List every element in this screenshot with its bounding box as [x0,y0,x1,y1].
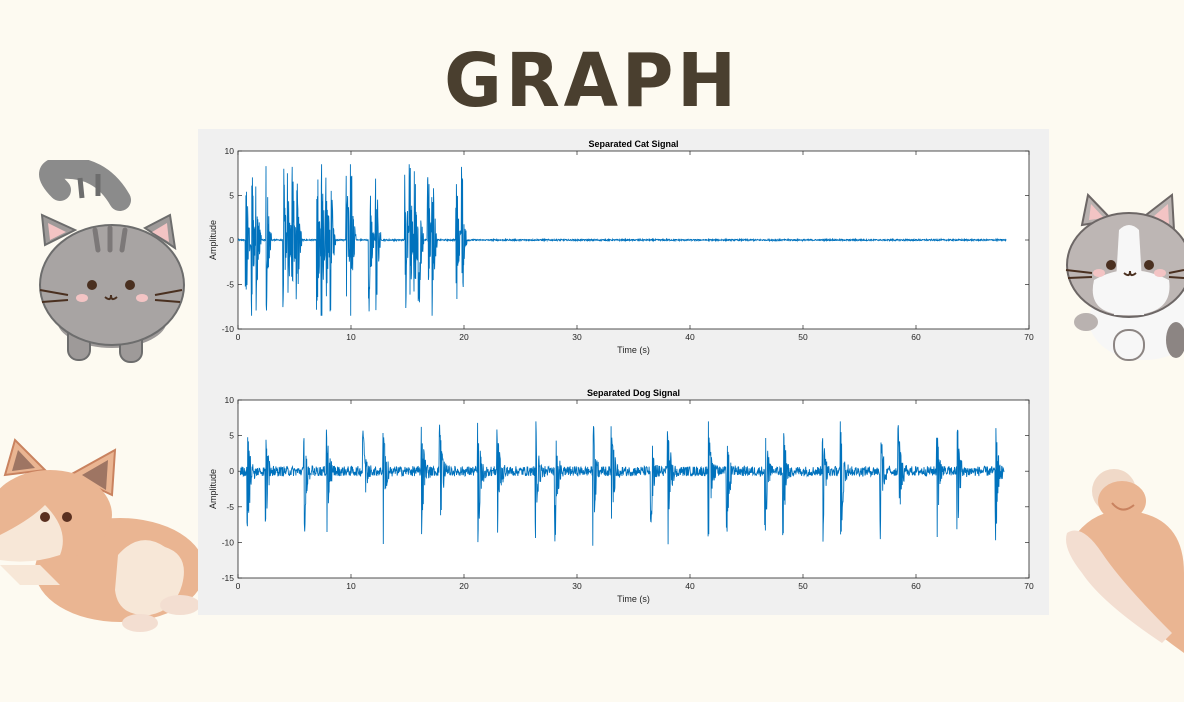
x-tick-label: 70 [1024,332,1034,342]
x-tick-label: 20 [459,332,469,342]
x-tick-label: 70 [1024,581,1034,591]
x-tick-label: 30 [572,332,582,342]
page-title: GRAPH [444,38,740,124]
cat-signal-axes: Separated Cat Signal Time (s) Amplitude … [208,139,1034,355]
x-tick-label: 50 [798,581,808,591]
cat-axis-ticks: 0 10 20 30 40 50 60 70 -10 -5 0 5 10 [222,146,1034,342]
y-tick-label: 0 [229,466,234,476]
dog-y-axis-label: Amplitude [208,469,218,509]
figure-canvas: Separated Cat Signal Time (s) Amplitude … [208,139,1034,604]
cat-chart-title: Separated Cat Signal [588,139,678,149]
dog-signal-axes: Separated Dog Signal Time (s) Amplitude … [208,388,1034,604]
y-tick-label: 5 [229,191,234,201]
x-tick-label: 10 [346,332,356,342]
x-tick-label: 0 [236,581,241,591]
y-tick-label: -15 [222,573,235,583]
dog-axis-ticks: 0 10 20 30 40 50 60 70 -15 -10 -5 0 5 10 [222,395,1034,591]
dog-paw-illustration [1066,469,1184,653]
cat-signal-line [237,164,1007,316]
dog-signal-trace [239,421,1005,546]
cat-x-axis-label: Time (s) [617,345,650,355]
x-tick-label: 40 [685,581,695,591]
x-tick-label: 40 [685,332,695,342]
x-tick-label: 30 [572,581,582,591]
x-tick-label: 0 [236,332,241,342]
x-tick-label: 50 [798,332,808,342]
y-tick-label: 10 [225,395,235,405]
dog-chart-title: Separated Dog Signal [587,388,680,398]
dog-axes-box [237,399,1030,579]
y-tick-label: -10 [222,324,235,334]
matlab-figure: Separated Cat Signal Time (s) Amplitude … [198,129,1049,615]
corgi-illustration [0,438,205,632]
y-tick-label: 5 [229,431,234,441]
x-tick-label: 20 [459,581,469,591]
y-tick-label: -5 [226,502,234,512]
dog-x-axis-label: Time (s) [617,594,650,604]
cat-y-axis-label: Amplitude [208,220,218,260]
y-tick-label: -10 [222,537,235,547]
y-tick-label: 10 [225,146,235,156]
y-tick-label: 0 [229,235,234,245]
x-tick-label: 60 [911,581,921,591]
dog-signal-line [239,421,1005,546]
x-tick-label: 60 [911,332,921,342]
y-tick-label: -5 [226,280,234,290]
gray-cat-illustration [39,160,185,363]
calico-cat-illustration [1065,192,1184,361]
x-tick-label: 10 [346,581,356,591]
cat-signal-trace [237,164,1007,316]
